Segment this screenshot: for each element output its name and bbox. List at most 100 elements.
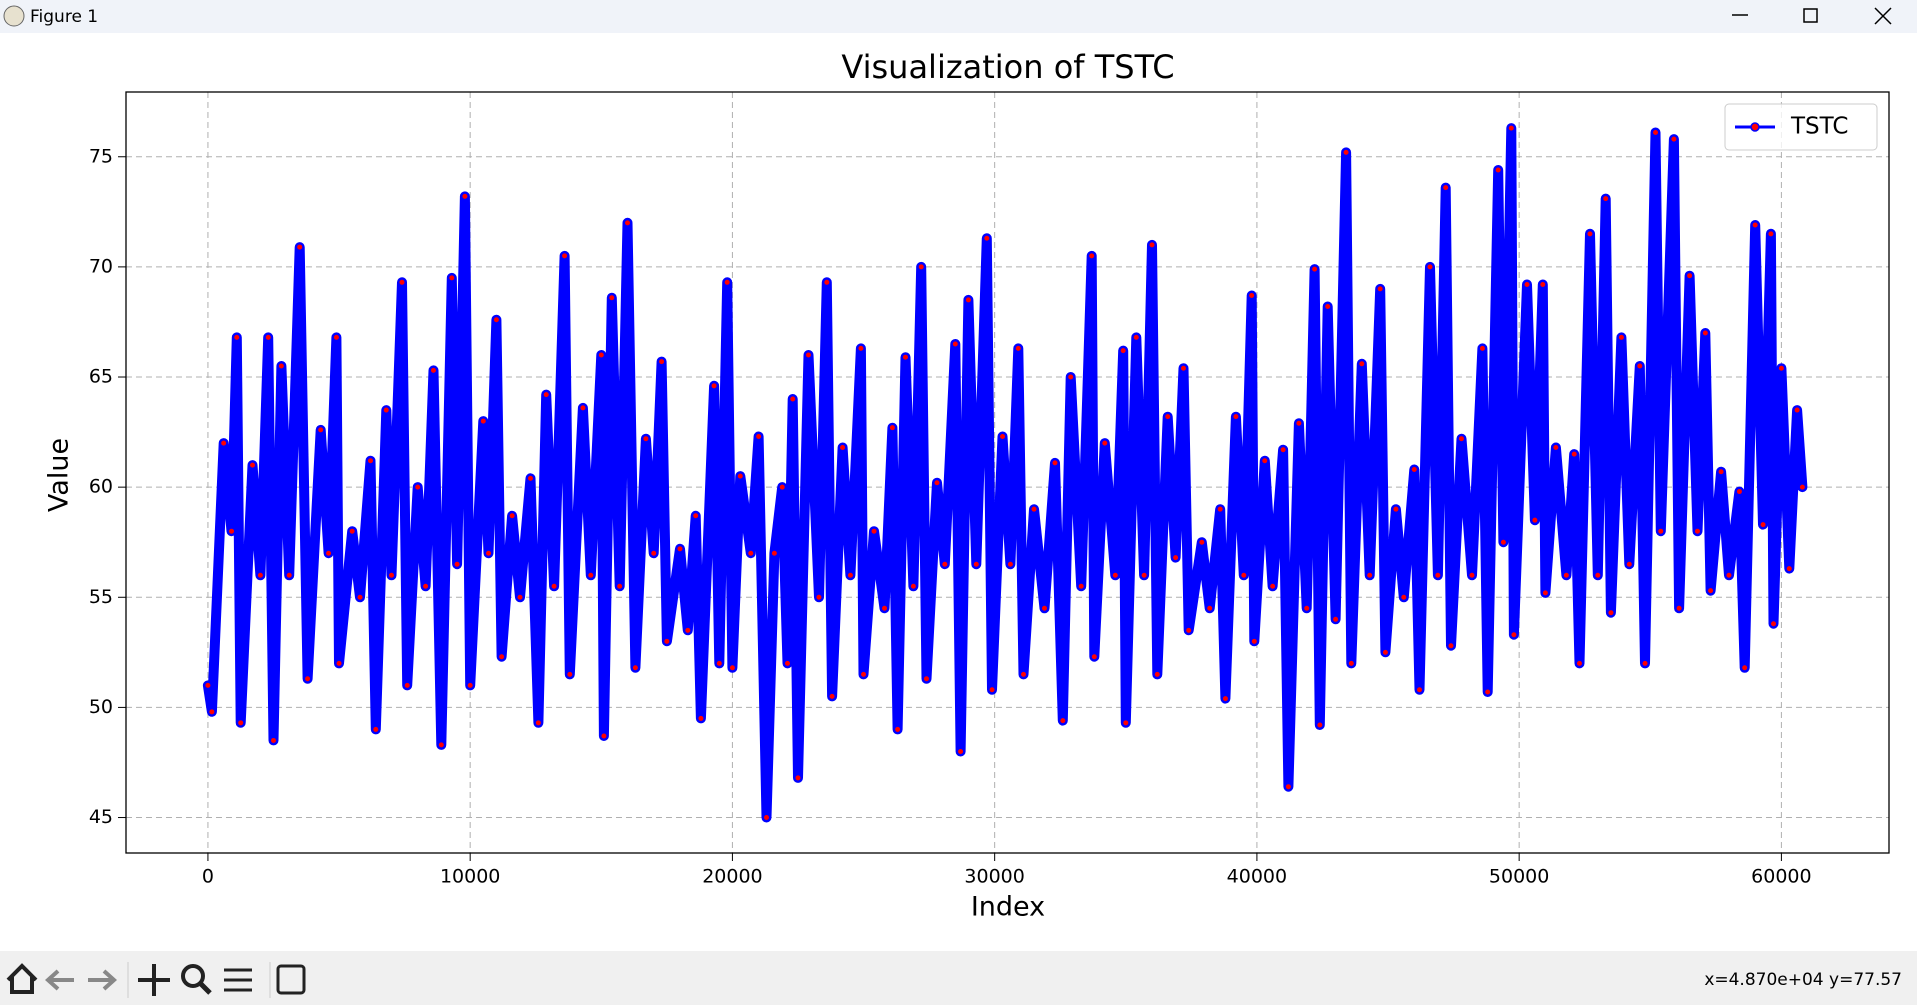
data-point xyxy=(789,395,797,403)
data-point xyxy=(823,278,831,286)
pan-button[interactable] xyxy=(138,964,170,996)
close-button[interactable] xyxy=(1874,7,1892,25)
data-point xyxy=(1311,265,1319,273)
data-point xyxy=(1040,604,1048,612)
data-point xyxy=(1067,373,1075,381)
data-point xyxy=(356,593,364,601)
data-point xyxy=(285,571,293,579)
data-point xyxy=(448,274,456,282)
data-point xyxy=(332,333,340,341)
save-button[interactable] xyxy=(276,964,306,995)
home-button[interactable] xyxy=(6,963,38,994)
data-point xyxy=(888,424,896,432)
data-point xyxy=(597,351,605,359)
data-point xyxy=(1770,620,1778,628)
data-point xyxy=(492,316,500,324)
data-point xyxy=(1468,571,1476,579)
data-point xyxy=(208,708,216,716)
data-point xyxy=(1250,637,1258,645)
data-point xyxy=(1675,604,1683,612)
title-bar xyxy=(0,0,1917,33)
data-point xyxy=(453,560,461,568)
x-tick-label: 10000 xyxy=(440,866,500,888)
cursor-coordinates: x=4.870e+04 y=77.57 xyxy=(1704,970,1902,990)
data-point xyxy=(414,483,422,491)
data-point xyxy=(1751,221,1759,229)
data-point xyxy=(1426,263,1434,271)
x-tick-label: 0 xyxy=(202,866,214,888)
data-point xyxy=(1295,419,1303,427)
data-point xyxy=(1785,565,1793,573)
data-point xyxy=(846,571,854,579)
back-button[interactable] xyxy=(45,969,74,991)
data-point xyxy=(296,243,304,251)
data-point xyxy=(755,432,763,440)
data-point xyxy=(1358,360,1366,368)
data-point xyxy=(1140,571,1148,579)
data-point xyxy=(256,571,264,579)
data-point xyxy=(839,444,847,452)
data-point xyxy=(461,192,469,200)
data-point xyxy=(1657,527,1665,535)
data-point xyxy=(317,426,325,434)
data-point xyxy=(1122,719,1130,727)
data-point xyxy=(1232,413,1240,421)
data-point xyxy=(233,333,241,341)
data-point xyxy=(1342,148,1350,156)
data-point xyxy=(941,560,949,568)
data-point xyxy=(1119,347,1127,355)
data-point xyxy=(909,582,917,590)
data-point xyxy=(658,358,666,366)
data-point xyxy=(1539,281,1547,289)
data-point xyxy=(794,774,802,782)
data-point xyxy=(1059,717,1067,725)
data-point xyxy=(587,571,595,579)
data-point xyxy=(1499,538,1507,546)
plot-area xyxy=(202,123,1808,823)
data-point xyxy=(1793,406,1801,414)
data-point xyxy=(1111,571,1119,579)
data-point xyxy=(1269,582,1277,590)
data-point xyxy=(1541,589,1549,597)
chart-title: Visualization of TSTC xyxy=(841,48,1174,86)
y-tick-label: 75 xyxy=(89,145,113,167)
y-axis-label: Value xyxy=(44,438,75,512)
data-point xyxy=(561,252,569,260)
data-point xyxy=(1735,488,1743,496)
data-point xyxy=(1303,604,1311,612)
data-point xyxy=(857,344,865,352)
configure-button[interactable] xyxy=(224,968,252,992)
zoom-button[interactable] xyxy=(181,964,212,995)
data-point xyxy=(1717,468,1725,476)
data-point xyxy=(881,604,889,612)
data-point xyxy=(1552,444,1560,452)
data-point xyxy=(566,670,574,678)
data-point xyxy=(1185,626,1193,634)
data-point xyxy=(1366,571,1374,579)
data-point xyxy=(264,333,272,341)
data-point xyxy=(828,692,836,700)
forward-button[interactable] xyxy=(88,969,117,991)
data-point xyxy=(1090,653,1098,661)
data-point xyxy=(1101,439,1109,447)
data-point xyxy=(1051,459,1059,467)
data-point xyxy=(1741,664,1749,672)
data-point xyxy=(860,670,868,678)
data-point xyxy=(1636,362,1644,370)
data-point xyxy=(466,681,474,689)
y-tick-label: 55 xyxy=(89,586,113,608)
y-tick-label: 50 xyxy=(89,696,113,718)
data-point xyxy=(1594,571,1602,579)
data-point xyxy=(348,527,356,535)
data-point xyxy=(663,637,671,645)
data-point xyxy=(723,278,731,286)
legend-label: TSTC xyxy=(1790,114,1848,140)
data-point xyxy=(728,664,736,672)
data-point xyxy=(1478,344,1486,352)
data-point xyxy=(1316,721,1324,729)
restore-button[interactable] xyxy=(1803,8,1818,23)
data-point xyxy=(983,234,991,242)
data-point xyxy=(650,549,658,557)
data-point xyxy=(676,545,684,553)
data-point xyxy=(372,725,380,733)
